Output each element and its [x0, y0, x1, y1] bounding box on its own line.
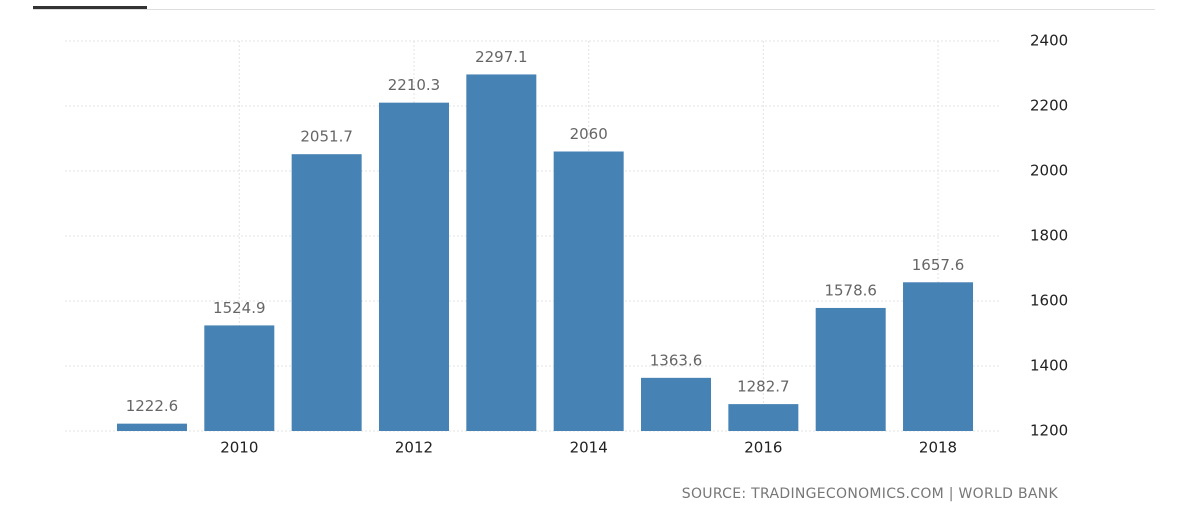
- bar: [903, 282, 974, 431]
- bar: [116, 423, 187, 431]
- value-label: 1657.6: [912, 256, 965, 274]
- x-tick-label: 2018: [919, 439, 957, 457]
- value-label: 1578.6: [824, 281, 877, 299]
- x-tick-label: 2012: [395, 439, 433, 457]
- bar: [466, 74, 537, 431]
- bar: [815, 307, 886, 431]
- bar: [728, 404, 799, 431]
- x-tick-label: 2014: [570, 439, 608, 457]
- y-tick-label: 1200: [1030, 422, 1068, 440]
- x-tick-label: 2016: [744, 439, 782, 457]
- y-tick-label: 2000: [1030, 162, 1068, 180]
- value-label: 2210.3: [388, 76, 441, 94]
- tab-indicator: [33, 6, 147, 9]
- value-label: 1524.9: [213, 299, 266, 317]
- y-tick-label: 1800: [1030, 227, 1068, 245]
- value-label: 1222.6: [126, 397, 179, 415]
- bar: [641, 377, 712, 431]
- value-label: 1282.7: [737, 378, 790, 396]
- value-label: 1363.6: [650, 351, 703, 369]
- y-tick-label: 2200: [1030, 97, 1068, 115]
- value-label: 2060: [570, 125, 608, 143]
- value-label: 2051.7: [300, 128, 353, 146]
- source: SOURCE: TRADINGECONOMICS.COM | WORLD BAN…: [682, 486, 1059, 502]
- bar: [378, 102, 449, 431]
- bar: [204, 325, 275, 431]
- value-label: 2297.1: [475, 48, 528, 66]
- bar: [291, 154, 362, 431]
- y-tick-label: 1400: [1030, 357, 1068, 375]
- y-tick-label: 2400: [1030, 32, 1068, 50]
- y-tick-label: 1600: [1030, 292, 1068, 310]
- x-tick-label: 2010: [220, 439, 258, 457]
- bar: [553, 151, 624, 431]
